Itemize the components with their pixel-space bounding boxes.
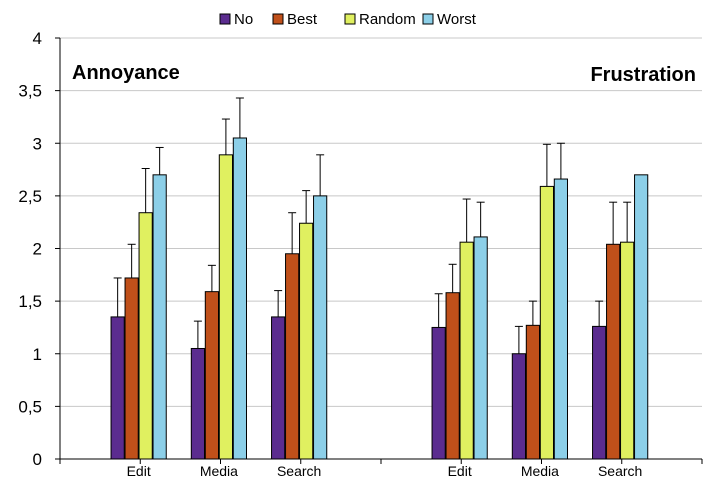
- bar-worst: [634, 174, 649, 460]
- bar-random: [138, 212, 153, 460]
- category-label: Media: [200, 463, 238, 479]
- legend-swatch-best: [272, 13, 284, 25]
- bar-best: [606, 243, 621, 460]
- legend-label-random: Random: [359, 11, 416, 28]
- bar-worst: [232, 137, 247, 460]
- bar-no: [511, 353, 526, 460]
- category-label: Edit: [448, 463, 472, 479]
- axes: [55, 37, 703, 464]
- legend-label-worst: Worst: [437, 11, 477, 28]
- legend-label-no: No: [234, 11, 253, 28]
- bar-no: [271, 316, 286, 460]
- bar-best: [204, 291, 219, 460]
- legend-swatch-random: [344, 13, 356, 25]
- y-tick-labels: 0 0,5 1 1,5 2 2,5 3 3,5 4: [18, 29, 42, 469]
- category-labels: Edit Media Search Edit Media Search: [127, 463, 643, 479]
- legend-swatch-worst: [422, 13, 434, 25]
- y-tick-label: 4: [33, 29, 42, 48]
- y-tick-label: 0,5: [18, 397, 42, 416]
- legend-label-best: Best: [287, 11, 318, 28]
- bar-random: [299, 222, 314, 460]
- category-label: Edit: [127, 463, 151, 479]
- category-label: Media: [521, 463, 559, 479]
- y-tick-label: 3: [33, 134, 42, 153]
- y-tick-label: 2: [33, 240, 42, 259]
- bar-random: [539, 185, 554, 460]
- legend: No Best Random Worst: [219, 11, 477, 28]
- bar-worst: [553, 178, 568, 460]
- bar-no: [431, 326, 446, 460]
- legend-swatch-no: [219, 13, 231, 25]
- bar-best: [285, 253, 300, 460]
- bar-best: [445, 292, 460, 460]
- y-tick-label: 1,5: [18, 292, 42, 311]
- bar-no: [592, 325, 607, 460]
- bar-random: [620, 241, 635, 460]
- bar-random: [218, 154, 233, 460]
- panel-label-annoyance: Annoyance: [72, 62, 180, 84]
- gridlines: [60, 37, 702, 407]
- bar-worst: [473, 236, 488, 460]
- bar-best: [124, 277, 139, 460]
- y-tick-label: 2,5: [18, 187, 42, 206]
- category-label: Search: [277, 463, 321, 479]
- y-tick-label: 0: [33, 450, 42, 469]
- y-tick-label: 1: [33, 345, 42, 364]
- bar-best: [525, 324, 540, 460]
- bar-worst: [152, 174, 167, 460]
- bar-no: [110, 316, 125, 460]
- panel-label-frustration: Frustration: [590, 64, 696, 86]
- bar-worst: [313, 195, 328, 460]
- bars: [110, 137, 649, 460]
- bar-random: [459, 241, 474, 460]
- y-tick-label: 3,5: [18, 82, 42, 101]
- error-bars: [113, 97, 632, 354]
- bar-no: [190, 347, 205, 460]
- category-label: Search: [598, 463, 642, 479]
